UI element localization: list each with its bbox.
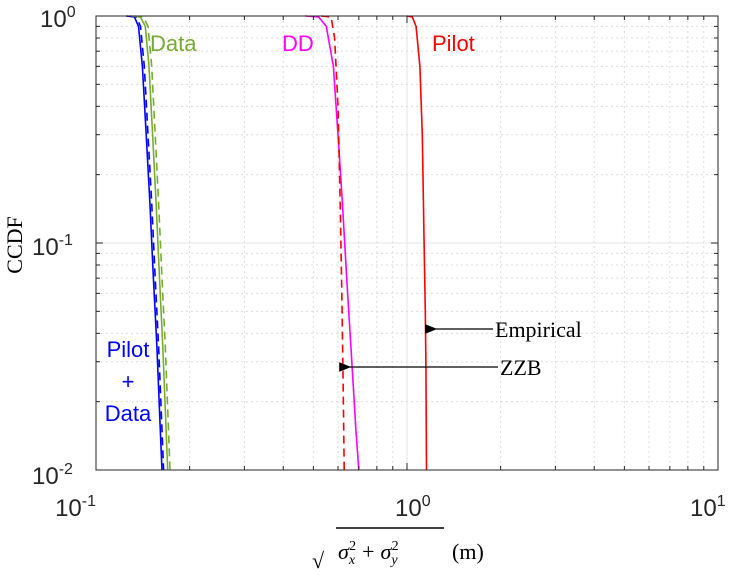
annotation-empirical: Empirical [425,317,582,342]
label-pilot-data-line2: + [122,369,135,394]
svg-text:σx2+σy2: σx2 + σy2 [338,539,399,568]
label-pilot-data-line3: Data [105,401,152,426]
y-tick-label-0: 100 [40,4,76,33]
grid [96,16,718,470]
series-line-data-zzb [134,15,171,471]
label-pilot-data-line1: Pilot [107,337,150,362]
svg-text:(m): (m) [452,539,484,564]
x-tick-label-0: 10-1 [55,493,96,522]
series-line-pilot-data-zzb [129,15,165,471]
label-dd: DD [282,31,314,56]
y-axis-label: CCDF [2,216,27,273]
annotation-zzb: ZZB [339,355,542,380]
tick-marks [95,15,719,471]
series-line-data-empirical [131,15,169,471]
y-tick-label-2: 10-2 [32,461,73,490]
svg-text:Empirical: Empirical [495,317,582,342]
label-pilot: Pilot [432,31,475,56]
svg-text:√: √ [312,548,325,573]
x-tick-label-2: 101 [690,493,726,522]
y-tick-label-1: 10-1 [32,232,73,261]
svg-text:ZZB: ZZB [500,355,542,380]
label-data: Data [150,31,197,56]
x-tick-label-1: 100 [395,493,431,522]
series-line-pilot-empirical [406,15,428,471]
x-axis-label: √ σx2 + σy2 (m) [312,527,484,573]
series-line-pilot-data-empirical [126,15,163,471]
